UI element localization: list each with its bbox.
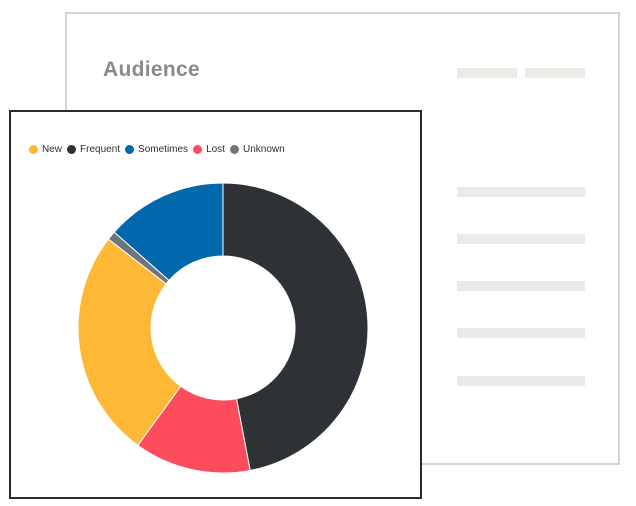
placeholder-bar	[457, 234, 585, 244]
placeholder-bar	[457, 376, 585, 386]
placeholder-bar	[457, 187, 585, 197]
chart-card: New Frequent Sometimes Lost Unknown	[9, 110, 422, 499]
chart-legend: New Frequent Sometimes Lost Unknown	[29, 144, 290, 155]
audience-title: Audience	[103, 58, 200, 81]
legend-label: Unknown	[242, 144, 285, 155]
legend-dot-icon	[193, 145, 203, 154]
legend-item-lost[interactable]: Lost	[193, 144, 225, 155]
legend-label: Lost	[206, 144, 225, 155]
legend-item-frequent[interactable]: Frequent	[67, 144, 120, 155]
placeholder-bar	[457, 281, 585, 291]
legend-label: Frequent	[80, 144, 121, 155]
slice-frequent[interactable]	[222, 182, 369, 472]
legend-item-unknown[interactable]: Unknown	[229, 144, 285, 155]
slice-new[interactable]	[77, 238, 182, 447]
legend-label: Sometimes	[138, 144, 189, 155]
donut-chart	[77, 182, 369, 474]
legend-item-new[interactable]: New	[29, 144, 62, 155]
legend-dot-icon	[67, 145, 77, 154]
placeholder-bar	[525, 68, 585, 78]
legend-dot-icon	[29, 145, 38, 154]
legend-item-sometimes[interactable]: Sometimes	[125, 144, 188, 155]
legend-dot-icon	[229, 145, 239, 154]
slice-sometimes[interactable]	[113, 182, 224, 282]
legend-dot-icon	[125, 145, 135, 154]
placeholder-bar	[457, 328, 585, 338]
placeholder-bar	[457, 68, 517, 78]
legend-label: New	[42, 144, 63, 155]
